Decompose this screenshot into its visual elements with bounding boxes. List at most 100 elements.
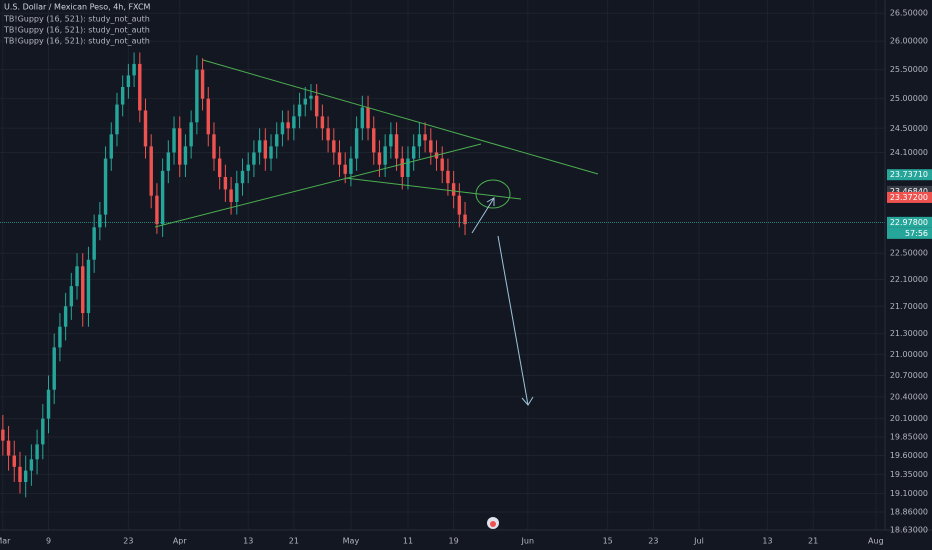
candle-body: [143, 110, 148, 147]
x-tick-label: 21: [808, 537, 818, 546]
candle-body: [354, 128, 359, 159]
x-tick-label: Apr: [173, 537, 188, 546]
candle-body: [86, 259, 91, 314]
x-tick-label: 15: [603, 537, 613, 546]
candle-body: [332, 140, 336, 153]
candle-body: [349, 158, 353, 174]
y-tick-label: 25.00000: [890, 94, 928, 103]
candle-body: [75, 266, 79, 287]
candle-body: [52, 347, 56, 390]
candle-body: [155, 195, 159, 225]
x-tick-label: Jul: [693, 537, 704, 546]
candle-body: [235, 183, 239, 202]
y-tick-label: 19.10000: [890, 489, 928, 498]
countdown: 57:56: [905, 229, 928, 238]
y-tick-label: 22.10000: [890, 275, 928, 284]
y-tick-label: 20.70000: [890, 371, 928, 380]
candle-body: [406, 158, 410, 177]
candle-body: [172, 128, 176, 153]
indicator-label: TB!Guppy (16, 521): study_not_auth: [3, 15, 150, 24]
candle-body: [314, 95, 319, 117]
candle-body: [326, 128, 330, 141]
candle-body: [337, 152, 342, 165]
logo-icon-dot: [490, 521, 496, 527]
candle-body: [411, 146, 416, 159]
candle-body: [286, 122, 290, 129]
candle-body: [46, 389, 51, 419]
highlight-circle: [475, 179, 511, 209]
price-label-box: [887, 216, 932, 228]
price-label-box: [887, 185, 932, 197]
candle-body: [132, 63, 136, 76]
candle-body: [81, 266, 85, 314]
candle-body: [429, 140, 433, 153]
x-tick-label: Aug: [868, 537, 884, 546]
candle-body: [200, 69, 205, 99]
candle-body: [63, 306, 68, 327]
y-tick-label: 18.86000: [890, 508, 928, 517]
candle-body: [138, 63, 142, 111]
candle-body: [446, 170, 450, 184]
trend-line: [202, 59, 599, 175]
candle-body: [394, 134, 399, 159]
candle-body: [400, 158, 404, 177]
candle-body: [383, 146, 387, 165]
y-tick-label: 19.60000: [890, 451, 928, 460]
candle-body: [160, 170, 165, 225]
candle-body: [269, 146, 273, 159]
candle-body: [223, 176, 228, 190]
y-tick-label: 22.50000: [890, 249, 928, 258]
candle-body: [417, 134, 422, 147]
candle-body: [320, 116, 325, 129]
x-tick-label: 9: [46, 537, 51, 546]
candle-body: [166, 152, 171, 171]
candle-body: [178, 128, 182, 165]
y-tick-label: 20.10000: [890, 414, 928, 423]
candle-body: [280, 122, 285, 135]
arrow: [497, 235, 529, 406]
y-tick-label: 20.40000: [890, 392, 928, 401]
candle-body: [149, 146, 153, 196]
y-tick-label: 26.50000: [890, 9, 928, 18]
candle-body: [343, 164, 347, 174]
y-tick-label: 21.00000: [890, 350, 928, 359]
x-tick-label: May: [343, 537, 360, 546]
candle-body: [423, 134, 427, 141]
candle-body: [103, 158, 108, 215]
axes: 26.50000 26.00000 25.50000 25.00000 24.50000…: [0, 9, 932, 546]
candle-body: [212, 134, 216, 159]
candle-body: [246, 164, 250, 171]
x-tick-label: Jun: [521, 537, 535, 546]
price-label-box: [887, 191, 932, 203]
candle-body: [451, 183, 456, 196]
y-tick-label: 19.35000: [890, 470, 928, 479]
candle-body: [309, 95, 313, 99]
y-tick-label: 24.10000: [890, 148, 928, 157]
candle-body: [98, 214, 102, 228]
candle-body: [115, 104, 119, 135]
y-tick-label: 18.63000: [890, 526, 928, 535]
candle-body: [189, 122, 193, 147]
arrow-head: [521, 396, 534, 406]
candle-body: [297, 104, 302, 117]
candle-body: [18, 466, 22, 482]
indicator-label: TB!Guppy (16, 521): study_not_auth: [3, 37, 150, 46]
candle-body: [257, 140, 262, 153]
candle-body: [457, 195, 462, 215]
x-tick-label: 23: [123, 537, 133, 546]
price-label: 23.73710: [890, 170, 928, 179]
arrow-head: [486, 197, 495, 206]
candle-body: [366, 107, 370, 129]
candle-body: [35, 444, 39, 460]
y-tick-label: 25.50000: [890, 65, 928, 74]
candle-body: [6, 440, 11, 456]
candle-body: [1, 429, 5, 441]
candle-body: [389, 134, 393, 147]
y-tick-label: 19.85000: [890, 432, 928, 441]
x-tick-label: Mar: [0, 537, 11, 546]
price-label: 23.37200: [890, 193, 928, 202]
trend-line: [344, 177, 522, 200]
price-axis: [885, 0, 932, 550]
